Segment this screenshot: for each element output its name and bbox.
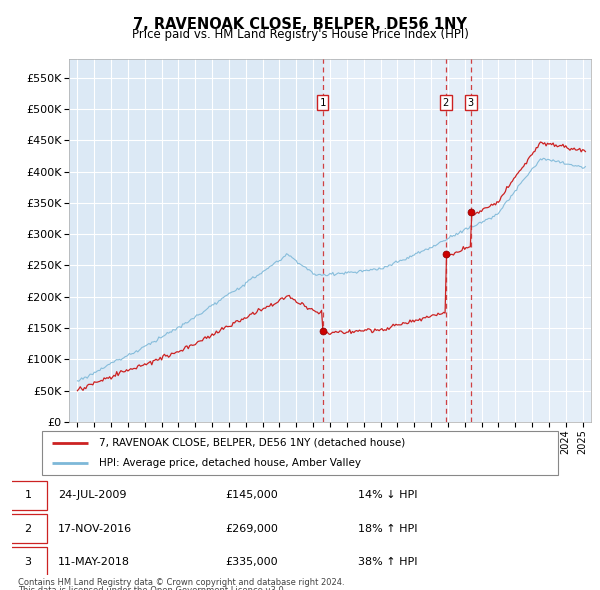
FancyBboxPatch shape [42,431,558,475]
Text: 1: 1 [319,98,326,108]
Text: 3: 3 [25,556,31,566]
Text: 7, RAVENOAK CLOSE, BELPER, DE56 1NY (detached house): 7, RAVENOAK CLOSE, BELPER, DE56 1NY (det… [99,438,405,448]
Text: 2: 2 [24,523,31,533]
Text: HPI: Average price, detached house, Amber Valley: HPI: Average price, detached house, Ambe… [99,458,361,468]
Text: 11-MAY-2018: 11-MAY-2018 [58,556,130,566]
Text: £269,000: £269,000 [225,523,278,533]
Text: 18% ↑ HPI: 18% ↑ HPI [358,523,417,533]
Text: Contains HM Land Registry data © Crown copyright and database right 2024.: Contains HM Land Registry data © Crown c… [18,578,344,587]
FancyBboxPatch shape [9,481,47,510]
Bar [323,59,591,422]
Text: 14% ↓ HPI: 14% ↓ HPI [358,490,417,500]
Text: This data is licensed under the Open Government Licence v3.0.: This data is licensed under the Open Gov… [18,586,286,590]
FancyBboxPatch shape [9,547,47,576]
Text: 3: 3 [468,98,474,108]
FancyBboxPatch shape [9,514,47,543]
Text: £145,000: £145,000 [225,490,278,500]
Text: 1: 1 [25,490,31,500]
Text: 24-JUL-2009: 24-JUL-2009 [58,490,127,500]
Text: 38% ↑ HPI: 38% ↑ HPI [358,556,417,566]
Text: £335,000: £335,000 [225,556,278,566]
Text: 17-NOV-2016: 17-NOV-2016 [58,523,132,533]
Text: 7, RAVENOAK CLOSE, BELPER, DE56 1NY: 7, RAVENOAK CLOSE, BELPER, DE56 1NY [133,17,467,31]
Text: 2: 2 [443,98,449,108]
Text: Price paid vs. HM Land Registry's House Price Index (HPI): Price paid vs. HM Land Registry's House … [131,28,469,41]
